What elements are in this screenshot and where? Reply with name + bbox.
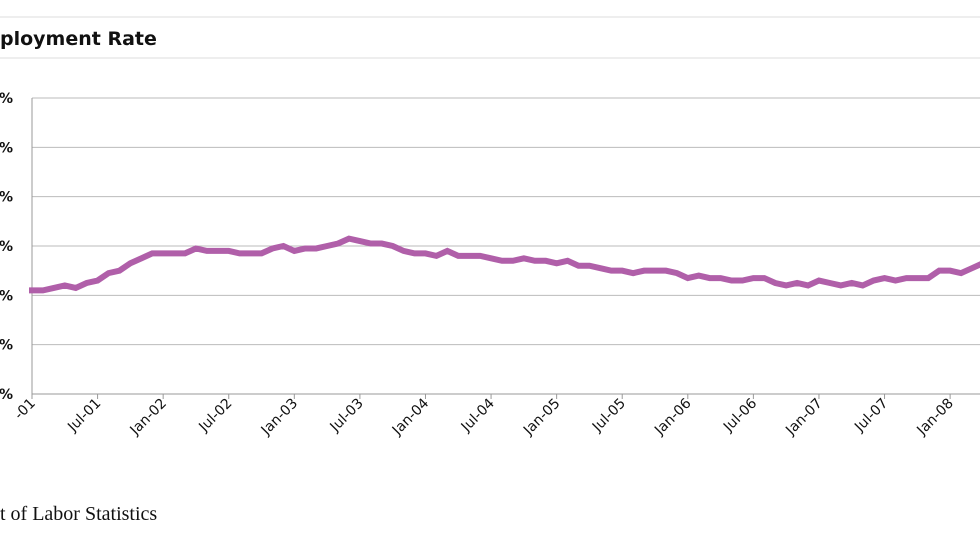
x-tick-label: Jan-06 (651, 395, 695, 439)
source: t of Labor Statistics (0, 503, 157, 525)
x-tick-label: Jan-02 (127, 396, 170, 439)
y-tick-label: % (0, 190, 13, 206)
x-tick-label: Jul-01 (64, 396, 104, 436)
y-tick-label: % (0, 91, 13, 107)
y-tick-label: % (0, 387, 13, 403)
chart-title: ployment Rate (0, 28, 157, 50)
x-tick-label: Jul-05 (589, 396, 629, 436)
x-tick-label: Jul-02 (195, 396, 235, 436)
x-tick-label: Jan-03 (258, 396, 301, 439)
y-tick-label: % (0, 239, 13, 255)
x-tick-label: Jul-03 (327, 396, 367, 436)
y-tick-label: % (0, 140, 13, 156)
x-tick-label: Jul-07 (851, 396, 891, 436)
x-tick-label: Jan-05 (520, 396, 563, 439)
y-tick-label: % (0, 288, 13, 304)
data-line (29, 235, 980, 294)
x-tick-label: Jan-04 (389, 395, 433, 439)
x-tick-label: -01 (11, 396, 38, 423)
x-tick-label: Jul-06 (720, 395, 760, 435)
x-tick-label: Jan-08 (913, 396, 956, 439)
x-tick-label: Jul-04 (458, 395, 498, 435)
x-tick-label: Jan-07 (782, 396, 825, 439)
y-tick-label: % (0, 338, 13, 354)
